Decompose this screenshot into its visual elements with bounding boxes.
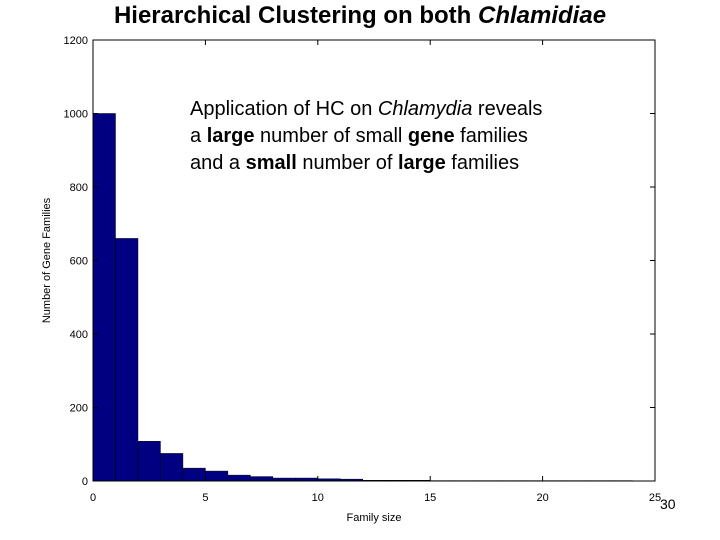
histogram-bars (92, 113, 633, 482)
annotation-line-2-part-a: a (190, 125, 207, 147)
annotation-line-3-part-b: number of (296, 152, 398, 174)
y-tick-label-4: 800 (70, 182, 88, 194)
annotation-line-2: a large number of small gene families (190, 123, 660, 150)
x-tick-label-4: 20 (536, 492, 548, 504)
y-tick-label-2: 400 (70, 329, 88, 341)
annotation-line-3-part-a: and a (190, 152, 246, 174)
x-tick-label-2: 10 (312, 492, 324, 504)
x-axis-ticks: 0 5 10 15 20 25 (90, 40, 661, 504)
y-tick-label-3: 600 (70, 256, 88, 268)
histogram-bar-4 (182, 467, 206, 482)
slide-title: Hierarchical Clustering on both Chlamidi… (0, 2, 720, 30)
annotation-line-1-part-b: reveals (472, 98, 543, 120)
page-number: 30 (660, 496, 676, 512)
x-axis-title: Family size (346, 512, 401, 524)
histogram-bar-6 (227, 474, 251, 482)
annotation-line-1-part-a: Application of HC on (190, 98, 378, 120)
histogram-bar-0 (92, 113, 116, 482)
annotation-line-2-bold-1: large (206, 125, 255, 147)
y-tick-label-0: 0 (82, 476, 88, 488)
annotation-line-2-part-c: families (454, 125, 528, 147)
annotation-line-3-part-c: families (445, 152, 520, 174)
x-tick-label-3: 15 (424, 492, 436, 504)
histogram-bar-1 (115, 238, 139, 482)
annotation-line-1-italic: Chlamydia (377, 98, 473, 120)
histogram-bar-7 (250, 476, 274, 482)
histogram-bar-5 (205, 470, 229, 482)
histogram-bar-2 (137, 441, 161, 482)
y-tick-label-1: 200 (70, 403, 88, 415)
annotation-line-3-bold-1: small (245, 152, 297, 174)
annotation-line-1: Application of HC on Chlamydia reveals (190, 96, 660, 123)
annotation-text: Application of HC on Chlamydia reveals a… (190, 96, 660, 177)
histogram-bar-3 (160, 453, 184, 482)
slide-title-text: Hierarchical Clustering on both (113, 2, 478, 29)
annotation-line-2-part-b: number of small (254, 125, 408, 147)
y-axis-ticks: 0 200 400 600 800 1000 1200 (64, 35, 655, 488)
y-tick-label-5: 1000 (64, 109, 88, 121)
y-tick-label-6: 1200 (64, 35, 88, 47)
x-tick-label-0: 0 (90, 492, 96, 504)
x-tick-label-1: 5 (202, 492, 208, 504)
annotation-line-2-bold-2: gene (407, 125, 455, 147)
slide-title-italic: Chlamidiae (478, 2, 607, 29)
x-tick-label-5: 25 (649, 492, 661, 504)
y-axis-title: Number of Gene Families (41, 197, 53, 323)
annotation-line-3: and a small number of large families (190, 150, 660, 177)
annotation-line-3-bold-2: large (397, 152, 446, 174)
